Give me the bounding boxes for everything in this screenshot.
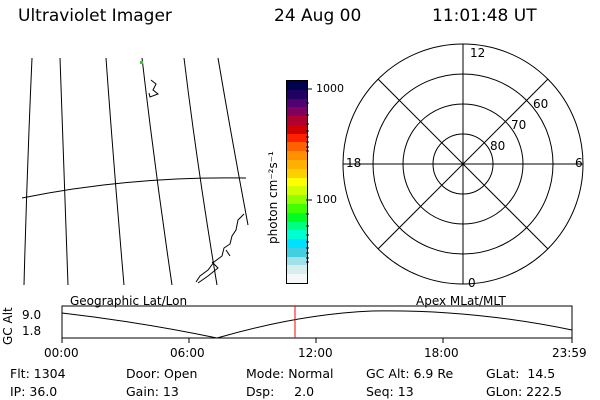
ytick-label: 9.0 (22, 308, 42, 322)
colorbar-segment (287, 212, 307, 222)
colorbar-tick-label: 100 (316, 193, 337, 206)
ip-value: IP: 36.0 (10, 384, 58, 399)
colorbar-segment (287, 265, 307, 275)
time-label: 11:01:48 UT (432, 6, 537, 26)
colorbar-segment (287, 142, 307, 152)
colorbar-tick-label: 1000 (316, 82, 344, 95)
gain-value: Gain: 13 (126, 384, 179, 399)
xtick-label: 18:00 (424, 346, 459, 360)
colorbar-segment (287, 168, 307, 178)
colorbar-segment (287, 247, 307, 257)
xtick-label: 23:59 (552, 346, 587, 360)
lat-label-80: 80 (490, 139, 506, 153)
door-value: Door: Open (126, 366, 198, 381)
meridian-line (141, 57, 173, 286)
coastline (148, 79, 159, 98)
gc-alt-value: GC Alt: 6.9 Re (366, 366, 454, 381)
mlt-label-0: 0 (468, 276, 476, 290)
apex-label: Apex MLat/MLT (416, 294, 506, 308)
colorbar-segment (287, 89, 307, 99)
dsp-value: Dsp: 2.0 (246, 384, 315, 399)
mlt-label-6: 6 (575, 156, 583, 170)
ytick-label: 1.8 (22, 324, 42, 338)
altitude-curve (61, 310, 573, 339)
colorbar-segment (287, 256, 307, 266)
lat-label-70: 70 (511, 118, 527, 132)
colorbar-segment (287, 186, 307, 196)
colorbar-segment (287, 177, 307, 187)
green-pixel (140, 61, 143, 64)
colorbar-segment (287, 133, 307, 143)
colorbar-segment (287, 98, 307, 108)
colorbar-segment (287, 195, 307, 204)
date-label: 24 Aug 00 (274, 6, 362, 26)
colorbar (286, 80, 308, 284)
colorbar-segment (287, 274, 307, 283)
colorbar-segment (287, 203, 307, 213)
colorbar-segment (287, 116, 307, 125)
lat-label-60: 60 (533, 97, 549, 111)
geographic-label: Geographic Lat/Lon (70, 294, 188, 308)
xtick-label: 12:00 (298, 346, 333, 360)
colorbar-segment (287, 160, 307, 169)
coastline (195, 213, 245, 284)
mode-value: Mode: Normal (246, 366, 334, 381)
glat-value: GLat: 14.5 (486, 366, 556, 381)
colorbar-segment (287, 124, 307, 134)
flight-value: Flt: 1304 (10, 366, 66, 381)
meridian-line (217, 57, 249, 226)
instrument-title: Ultraviolet Imager (18, 6, 172, 26)
parallel-line (21, 177, 247, 199)
meridian-line (183, 57, 218, 286)
mlt-label-12: 12 (470, 46, 486, 60)
timeline-frame (61, 305, 573, 339)
colorbar-segment (287, 107, 307, 117)
xtick-label: 00:00 (44, 346, 79, 360)
meridian-line (59, 57, 69, 286)
colorbar-segment (287, 221, 307, 231)
colorbar-segment (287, 151, 307, 161)
colorbar-segment (287, 230, 307, 240)
xtick-label: 06:00 (170, 346, 205, 360)
seq-value: Seq: 13 (366, 384, 414, 399)
glon-value: GLon: 222.5 (486, 384, 562, 399)
mlt-label-18: 18 (346, 156, 362, 170)
meridian-line (105, 57, 125, 286)
colorbar-segment (287, 81, 307, 90)
colorbar-segment (287, 239, 307, 248)
meridian-line (23, 57, 33, 286)
